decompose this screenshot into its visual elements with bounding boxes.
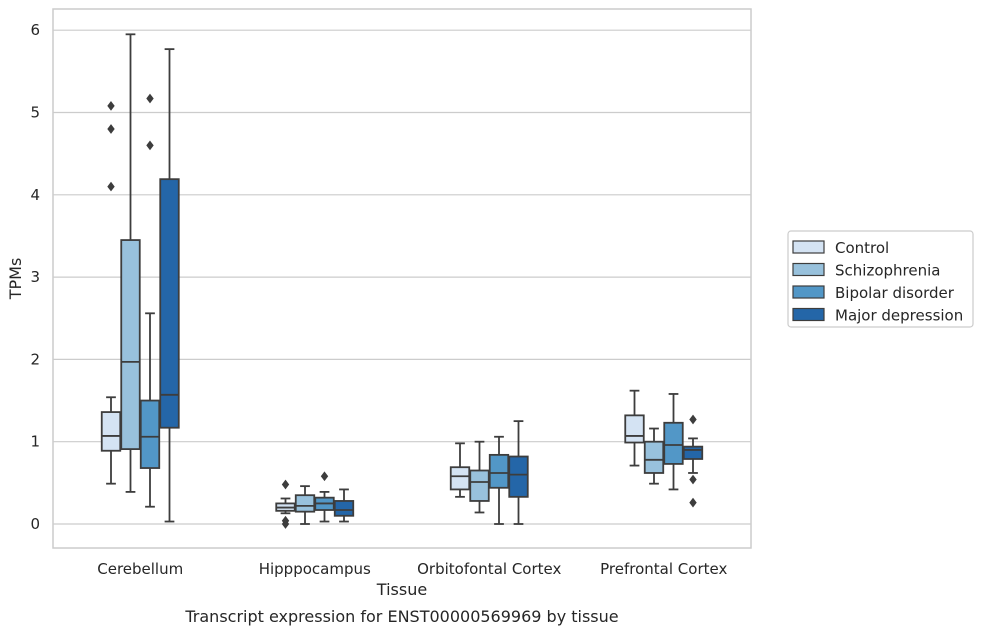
iqr-box <box>469 469 490 502</box>
iqr-box <box>159 178 180 429</box>
outlier-point <box>689 414 697 425</box>
outlier-point <box>320 471 329 482</box>
y-tick-label: 1 <box>30 433 40 451</box>
outlier-point <box>107 124 115 134</box>
box-hipppocampus-bipolar-disorder <box>314 471 335 523</box>
box-cerebellum-schizophrenia <box>120 33 141 493</box>
outlier-point <box>146 93 154 104</box>
plot-frame <box>52 8 752 549</box>
iqr-box <box>449 466 471 491</box>
box-orbitofontal-cortex-schizophrenia <box>469 440 490 514</box>
legend-label: Control <box>835 239 889 257</box>
legend-swatch <box>792 285 825 299</box>
legend-label: Bipolar disorder <box>835 284 955 302</box>
legend-item-schizophrenia: Schizophrenia <box>792 262 940 280</box>
legend-item-major-depression: Major depression <box>792 307 963 325</box>
outlier-point <box>107 101 115 111</box>
x-tick-label: Prefrontal Cortex <box>600 560 727 578</box>
iqr-box <box>120 239 141 451</box>
x-tick-label: Cerebellum <box>97 560 183 578</box>
outlier-point <box>281 479 290 490</box>
box-prefrontal-cortex-major-depression <box>682 414 704 508</box>
y-tick-label: 5 <box>30 104 40 122</box>
y-tick-label: 3 <box>30 268 40 286</box>
legend-swatch <box>792 240 825 254</box>
iqr-box <box>100 411 122 452</box>
iqr-box <box>643 440 665 474</box>
legend-label: Schizophrenia <box>835 262 940 280</box>
box-hipppocampus-control <box>275 479 296 529</box>
x-axis-tick-labels: Cerebellum Hipppocampus Orbitofontal Corte… <box>97 560 727 578</box>
y-tick-label: 0 <box>30 515 40 533</box>
box-hipppocampus-schizophrenia <box>294 485 316 525</box>
outlier-point <box>689 497 697 508</box>
box-orbitofontal-cortex-major-depression <box>508 420 529 525</box>
x-axis-title: Tissue <box>376 580 427 599</box>
legend: Control Schizophrenia Bipolar disorder Majo… <box>787 230 974 328</box>
iqr-box <box>663 421 684 465</box>
legend-item-control: Control <box>792 239 889 257</box>
legend-label: Major depression <box>835 307 963 325</box>
iqr-box <box>488 453 510 489</box>
iqr-box <box>333 500 355 517</box>
box-prefrontal-cortex-bipolar-disorder <box>663 393 684 491</box>
box-prefrontal-cortex-schizophrenia <box>643 427 665 485</box>
legend-swatch <box>792 307 825 322</box>
box-cerebellum-major-depression <box>159 48 180 523</box>
chart-caption: Transcript expression for ENST0000056996… <box>184 607 618 626</box>
legend-frame <box>787 230 974 328</box>
iqr-box <box>294 494 316 513</box>
x-tick-label: Hipppocampus <box>259 560 371 578</box>
iqr-box <box>508 455 529 498</box>
box-orbitofontal-cortex-control <box>449 442 471 498</box>
x-tick-label: Orbitofontal Cortex <box>417 560 561 578</box>
iqr-box <box>624 414 645 444</box>
plot-area <box>100 33 704 529</box>
legend-item-bipolar-disorder: Bipolar disorder <box>792 284 955 302</box>
box-cerebellum-bipolar-disorder <box>139 93 161 508</box>
box-orbitofontal-cortex-bipolar-disorder <box>488 435 510 525</box>
box-cerebellum-control <box>100 101 122 485</box>
y-tick-label: 6 <box>30 21 40 39</box>
y-tick-label: 4 <box>30 186 40 204</box>
box-hipppocampus-major-depression <box>333 488 355 523</box>
outlier-point <box>689 474 697 485</box>
iqr-box <box>139 399 161 469</box>
y-axis-title: TPMs <box>6 258 25 301</box>
y-axis-tick-labels: 0 1 2 3 4 5 6 <box>30 21 40 533</box>
box-prefrontal-cortex-control <box>624 389 645 467</box>
outlier-point <box>281 515 290 526</box>
legend-swatch <box>792 262 825 277</box>
outlier-point <box>107 181 115 192</box>
y-tick-label: 2 <box>30 350 40 368</box>
outlier-point <box>146 140 154 151</box>
iqr-box <box>682 445 704 460</box>
